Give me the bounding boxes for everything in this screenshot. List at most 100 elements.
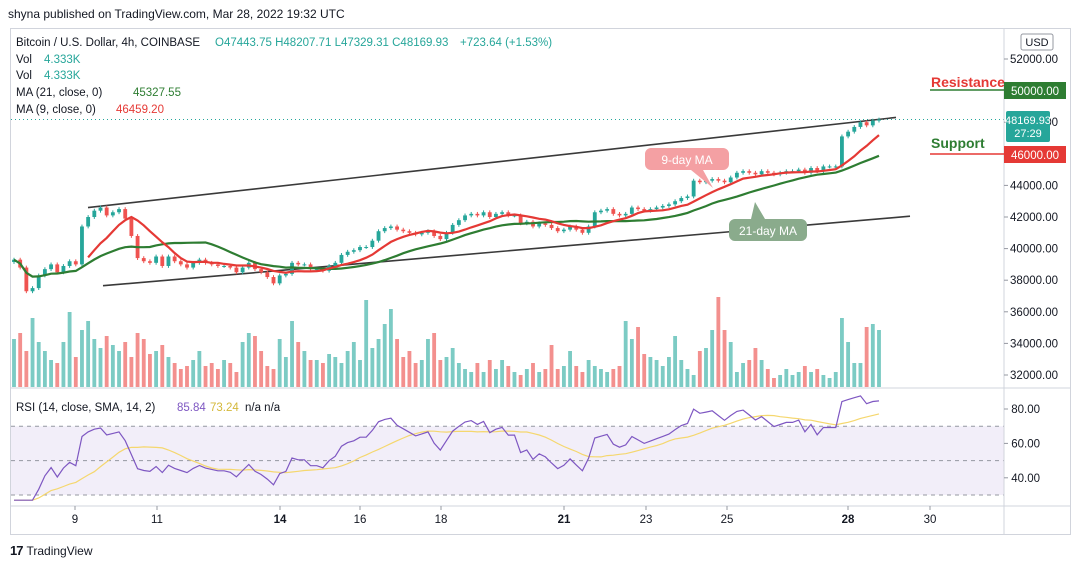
ma21-line bbox=[13, 154, 880, 278]
chart-frame[interactable] bbox=[10, 28, 1071, 535]
candle-body bbox=[561, 229, 566, 232]
candle-body bbox=[611, 209, 616, 214]
rsi-line bbox=[14, 395, 880, 501]
volume-bar bbox=[463, 369, 467, 387]
candle-body bbox=[691, 180, 696, 197]
candle-body bbox=[123, 209, 128, 219]
candle-body bbox=[141, 258, 146, 262]
time-tick-label: 16 bbox=[354, 514, 367, 526]
volume-bar bbox=[599, 369, 603, 387]
candle-body bbox=[333, 262, 338, 266]
volume-bar bbox=[518, 375, 523, 387]
candle-body bbox=[481, 212, 486, 216]
volume-bar bbox=[660, 366, 665, 387]
time-tick-label: 28 bbox=[842, 514, 855, 526]
volume-bar bbox=[351, 342, 356, 387]
candle-body bbox=[432, 231, 437, 236]
volume-bar bbox=[234, 372, 239, 387]
volume-bar bbox=[172, 363, 177, 387]
volume-bar bbox=[382, 324, 387, 387]
price-tick-label: 34000.00 bbox=[1010, 338, 1058, 350]
volume-bar bbox=[129, 357, 134, 387]
volume-bar bbox=[308, 360, 313, 387]
time-tick-label: 21 bbox=[558, 514, 571, 526]
volume-bar bbox=[802, 366, 807, 387]
candle-body bbox=[673, 201, 678, 205]
currency-box[interactable]: USD bbox=[1020, 33, 1054, 51]
volume-bar bbox=[629, 339, 634, 387]
candle-body bbox=[617, 213, 622, 216]
candles bbox=[12, 117, 881, 294]
candle-body bbox=[401, 229, 406, 232]
candle-body bbox=[636, 207, 640, 210]
volume-bar bbox=[191, 360, 196, 387]
volume-bar bbox=[809, 372, 813, 387]
candle-body bbox=[222, 265, 226, 267]
volume-bar bbox=[197, 351, 202, 387]
time-tick-label: 30 bbox=[924, 514, 937, 526]
volume-bar bbox=[716, 297, 721, 387]
candle-body bbox=[376, 231, 381, 241]
volume-bar bbox=[135, 333, 140, 387]
volume-bar bbox=[154, 351, 159, 387]
candle-body bbox=[741, 171, 745, 173]
price-tick-label: 44000.00 bbox=[1010, 180, 1058, 192]
candle-body bbox=[73, 261, 78, 265]
volume-bar bbox=[500, 360, 505, 387]
volume-bar bbox=[524, 369, 529, 387]
volume-bar bbox=[654, 360, 659, 387]
volume-bar bbox=[141, 339, 146, 387]
volume-bar bbox=[123, 342, 128, 387]
rsi-tick-label: 80.00 bbox=[1011, 404, 1040, 416]
volume-bar bbox=[265, 366, 270, 387]
volume-bar bbox=[395, 339, 399, 387]
volume-bar bbox=[506, 366, 511, 387]
support-label: Support bbox=[931, 135, 985, 151]
candle-body bbox=[555, 228, 560, 232]
legend-symbol: Bitcoin / U.S. Dollar, 4h, COINBASE bbox=[16, 37, 200, 49]
volume-bar bbox=[704, 348, 708, 387]
candle-body bbox=[697, 180, 702, 183]
volume-bar bbox=[148, 354, 152, 387]
rsi-sma-line bbox=[14, 413, 880, 501]
volume-bar bbox=[531, 363, 535, 387]
candle-body bbox=[716, 179, 721, 181]
candle-body bbox=[728, 177, 733, 183]
volume-bar bbox=[778, 375, 783, 387]
legend-ohlc: O47443.75 H48207.71 L47329.31 C48169.93 bbox=[215, 37, 448, 49]
candle-body bbox=[846, 131, 851, 137]
candle-body bbox=[234, 267, 239, 273]
volume-bar bbox=[36, 342, 41, 387]
ma9-callout: 9-day MA bbox=[645, 148, 729, 188]
candle-body bbox=[55, 264, 60, 273]
legend-rsi-sma: 73.24 bbox=[210, 402, 239, 414]
volume-bar bbox=[345, 351, 350, 387]
volume-bar bbox=[438, 360, 443, 387]
volume-bar bbox=[376, 339, 381, 387]
volume-bar bbox=[710, 330, 715, 387]
volume-bar bbox=[407, 351, 412, 387]
volume-bar bbox=[549, 345, 554, 387]
moving-averages bbox=[13, 134, 880, 278]
candle-body bbox=[450, 224, 455, 233]
candle-body bbox=[629, 207, 634, 214]
candle-body bbox=[877, 119, 881, 121]
volume-bar bbox=[852, 363, 857, 387]
price-badge-timer: 27:29 bbox=[1014, 128, 1042, 140]
volume-bar bbox=[178, 369, 183, 387]
candle-body bbox=[543, 223, 548, 225]
volume-bar bbox=[846, 342, 851, 387]
volume-bar bbox=[73, 357, 78, 387]
svg-text:Bitcoin / U.S. Dollar, 4h, COI: Bitcoin / U.S. Dollar, 4h, COINBASE bbox=[16, 37, 200, 49]
candle-body bbox=[512, 215, 517, 217]
candle-body bbox=[283, 273, 288, 276]
legend-ma9-label: MA (9, close, 0) bbox=[16, 104, 96, 116]
volume-bar bbox=[864, 327, 869, 387]
volume-bar bbox=[481, 372, 486, 387]
volume-bar bbox=[722, 330, 727, 387]
candle-body bbox=[759, 171, 764, 175]
price-tick-label: 38000.00 bbox=[1010, 275, 1058, 287]
tradingview-brand[interactable]: 17 TradingView bbox=[10, 543, 93, 558]
candle-body bbox=[407, 231, 412, 233]
